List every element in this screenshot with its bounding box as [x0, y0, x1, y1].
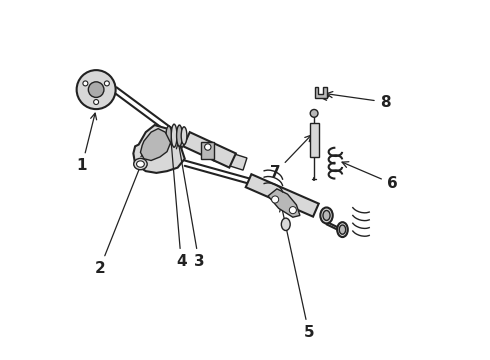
Polygon shape [141, 129, 171, 161]
Circle shape [94, 100, 98, 104]
Ellipse shape [320, 207, 333, 224]
Ellipse shape [166, 126, 172, 145]
Ellipse shape [134, 158, 147, 170]
Text: 1: 1 [77, 113, 97, 173]
Circle shape [205, 144, 211, 150]
Text: 4: 4 [169, 139, 187, 269]
Circle shape [310, 109, 318, 117]
Ellipse shape [137, 161, 145, 167]
Polygon shape [245, 174, 318, 217]
Polygon shape [213, 148, 247, 170]
FancyBboxPatch shape [201, 142, 214, 159]
Ellipse shape [176, 125, 182, 146]
Circle shape [76, 70, 116, 109]
Circle shape [271, 196, 279, 203]
Polygon shape [133, 125, 185, 173]
Text: 6: 6 [342, 162, 397, 191]
Polygon shape [315, 87, 326, 99]
Ellipse shape [281, 218, 290, 230]
Circle shape [289, 207, 296, 214]
Ellipse shape [337, 222, 348, 237]
Text: 8: 8 [326, 91, 391, 109]
Text: 2: 2 [94, 152, 147, 276]
Ellipse shape [323, 211, 330, 220]
Circle shape [88, 82, 104, 98]
FancyBboxPatch shape [310, 123, 318, 157]
Text: 3: 3 [176, 142, 204, 269]
Polygon shape [268, 189, 300, 217]
Circle shape [83, 81, 88, 86]
Ellipse shape [172, 124, 177, 147]
Text: 5: 5 [280, 205, 314, 340]
Text: 7: 7 [270, 135, 311, 180]
Ellipse shape [339, 225, 345, 234]
Circle shape [104, 81, 109, 86]
Ellipse shape [181, 127, 187, 145]
Polygon shape [183, 132, 236, 168]
